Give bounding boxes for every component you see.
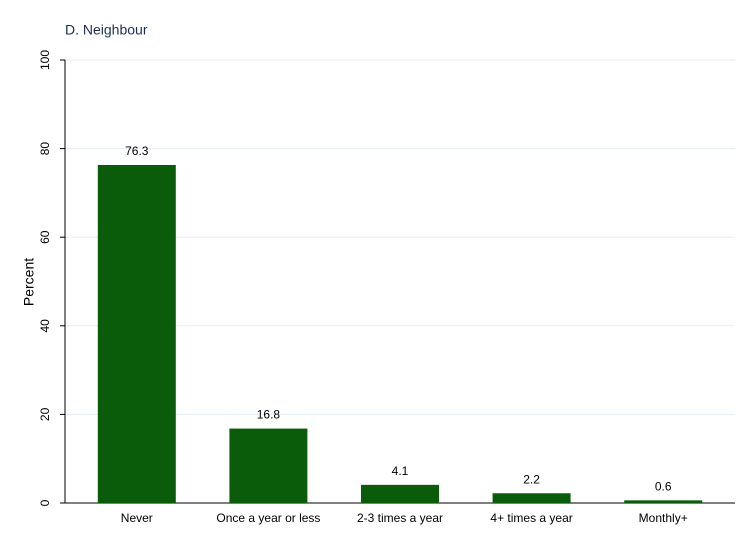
x-tick-label: Never xyxy=(121,511,153,525)
data-label: 4.1 xyxy=(392,464,409,478)
bar xyxy=(624,500,703,503)
y-tick-label: 0 xyxy=(38,499,52,506)
bar xyxy=(229,428,308,503)
x-tick-label: 2-3 times a year xyxy=(357,511,443,525)
x-tick-label: Monthly+ xyxy=(639,511,688,525)
y-tick-label: 100 xyxy=(38,50,52,70)
data-label: 16.8 xyxy=(257,408,281,422)
data-label: 0.6 xyxy=(655,480,672,494)
chart-title: D. Neighbour xyxy=(65,22,148,38)
data-label: 2.2 xyxy=(523,472,540,486)
bar xyxy=(361,484,439,503)
y-tick-label: 60 xyxy=(38,230,52,244)
bar xyxy=(97,164,176,503)
y-axis-label: Percent xyxy=(21,258,37,306)
data-label: 76.3 xyxy=(125,144,149,158)
y-tick-label: 40 xyxy=(38,319,52,333)
x-tick-label: 4+ times a year xyxy=(490,511,572,525)
y-tick-label: 80 xyxy=(38,142,52,156)
y-tick-label: 20 xyxy=(38,407,52,421)
bar xyxy=(492,493,571,503)
x-tick-label: Once a year or less xyxy=(216,511,320,525)
